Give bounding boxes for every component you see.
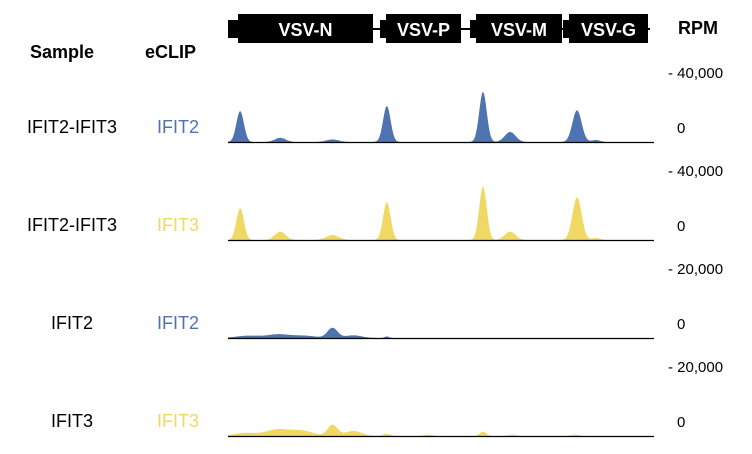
y-zero-tick: 0 xyxy=(677,316,686,333)
eclip-header: eCLIP xyxy=(145,42,197,62)
y-zero-tick: 0 xyxy=(677,414,686,431)
eclip-label: IFIT3 xyxy=(156,411,199,431)
y-max-tick: - 40,000 xyxy=(668,163,724,180)
gene-box-vsv-m xyxy=(476,14,562,43)
gene-notch xyxy=(380,20,388,38)
gene-label: VSV-N xyxy=(278,20,332,40)
y-zero-tick: 0 xyxy=(677,218,686,235)
gene-notch xyxy=(563,20,571,38)
gene-box-vsv-p xyxy=(386,14,461,43)
eclip-label: IFIT2 xyxy=(156,117,199,137)
gene-label: VSV-G xyxy=(581,20,636,40)
gene-label: VSV-M xyxy=(491,20,547,40)
eclip-label: IFIT2 xyxy=(156,313,199,333)
sample-header: Sample xyxy=(30,42,95,62)
rpm-header: RPM xyxy=(678,18,718,38)
gene-label: VSV-P xyxy=(397,20,450,40)
gene-notch xyxy=(232,20,240,38)
coverage-area-track-1 xyxy=(228,91,646,142)
gene-box-vsv-n xyxy=(238,14,373,43)
y-max-tick: - 20,000 xyxy=(668,261,724,278)
coverage-area-track-2 xyxy=(228,186,646,240)
gene-notch xyxy=(470,20,478,38)
sample-label: IFIT3 xyxy=(50,411,93,431)
y-zero-tick: 0 xyxy=(677,120,686,137)
coverage-area-track-4 xyxy=(228,424,646,436)
sample-label: IFIT2-IFIT3 xyxy=(27,215,117,235)
gene-box-vsv-g xyxy=(569,14,648,43)
y-max-tick: - 40,000 xyxy=(668,65,724,82)
y-max-tick: - 20,000 xyxy=(668,359,724,376)
sample-label: IFIT2 xyxy=(50,313,93,333)
sample-label: IFIT2-IFIT3 xyxy=(27,117,117,137)
eclip-label: IFIT3 xyxy=(156,215,199,235)
coverage-area-track-3 xyxy=(228,327,646,338)
